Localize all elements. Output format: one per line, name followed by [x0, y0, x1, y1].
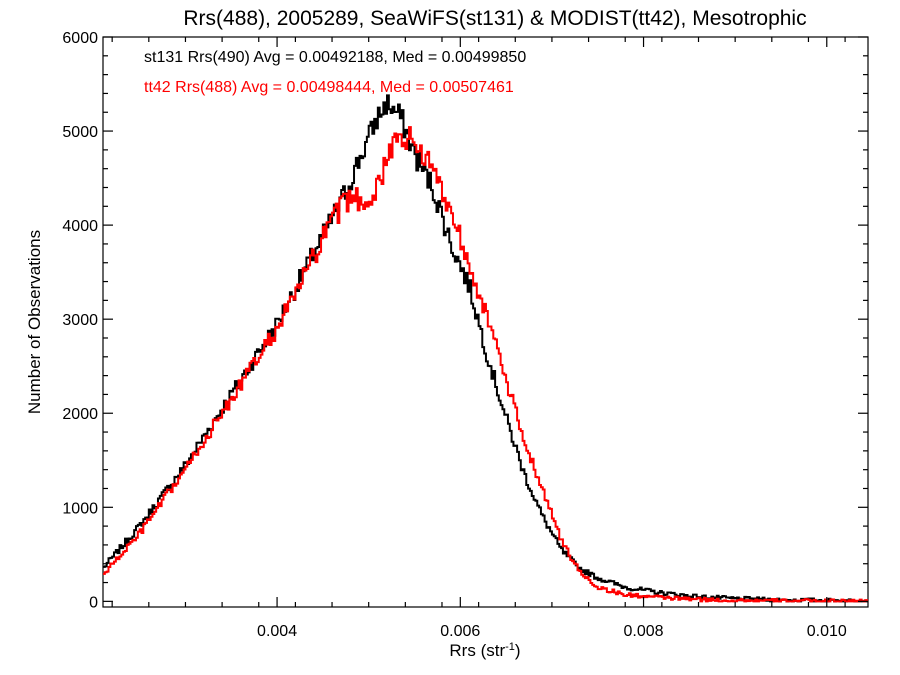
series-layer [103, 94, 869, 603]
y-tick-label: 2000 [62, 406, 98, 423]
plot-area [102, 36, 869, 608]
x-axis-label-main: Rrs (str [449, 641, 505, 660]
x-axis-label-close: ) [515, 641, 521, 660]
series-line-st131 [103, 94, 869, 603]
x-tick-label: 0.006 [440, 623, 480, 640]
x-tick-label: 0.008 [624, 623, 664, 640]
chart-title: Rrs(488), 2005289, SeaWiFS(st131) & MODI… [183, 7, 806, 30]
x-axis-label-superscript: -1 [505, 641, 515, 653]
series-line-tt42 [103, 126, 869, 603]
y-axis-label: Number of Observations [25, 230, 44, 414]
annotation-st131-stats: st131 Rrs(490) Avg = 0.00492188, Med = 0… [144, 49, 526, 66]
y-tick-label: 5000 [62, 124, 98, 141]
annotation-tt42-stats: tt42 Rrs(488) Avg = 0.00498444, Med = 0.… [144, 79, 514, 96]
x-tick-label: 0.004 [257, 623, 297, 640]
y-tick-label: 1000 [62, 500, 98, 517]
axis-ticks: 0.004 0.006 0.008 0.010 0 1000 2000 3000 4000 500… [62, 30, 868, 640]
x-axis-label: Rrs (str-1) [449, 641, 520, 660]
y-tick-label: 6000 [62, 30, 98, 47]
y-tick-label: 0 [89, 594, 98, 611]
x-tick-label: 0.010 [807, 623, 847, 640]
y-tick-label: 3000 [62, 312, 98, 329]
y-tick-label: 4000 [62, 218, 98, 235]
